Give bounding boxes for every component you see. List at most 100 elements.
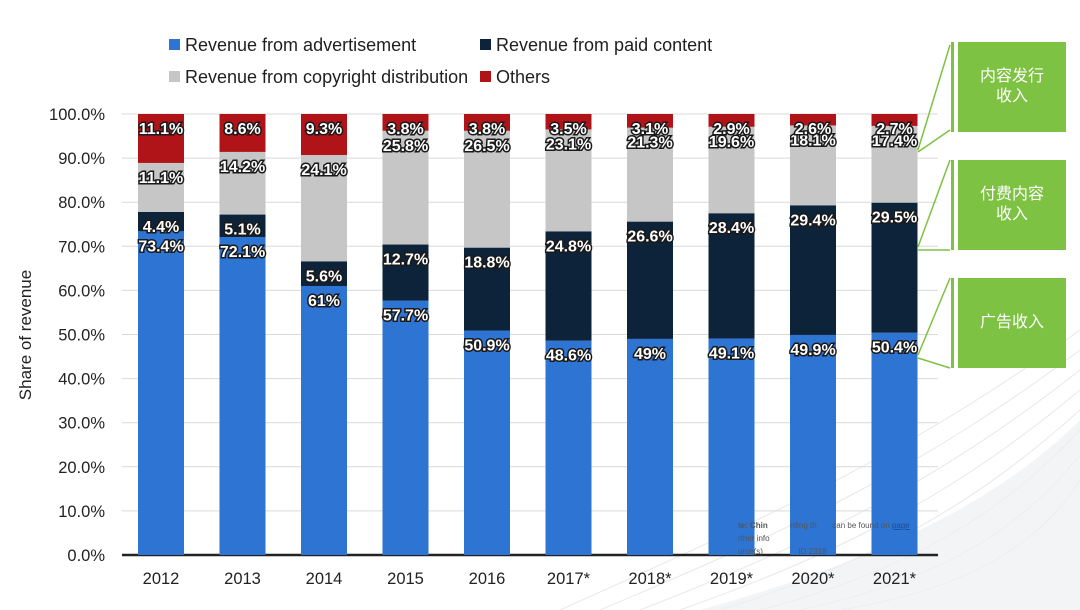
data-label-paid-content: 26.6% [627, 229, 672, 246]
data-label-advertisement: 49.1% [709, 345, 754, 362]
data-label-copyright: 17.4% [872, 133, 917, 150]
data-label-paid-content: 24.8% [546, 238, 591, 255]
y-tick-label: 0.0% [67, 547, 105, 565]
bar-segment-others [382, 114, 429, 131]
y-axis-label: Share of revenue [16, 270, 35, 400]
bar-segment-paid-content [138, 211, 184, 232]
data-label-others: 3.1% [632, 121, 668, 138]
bar-segment-advertisement [790, 334, 836, 555]
legend-label: Others [496, 67, 551, 87]
legend-item-others: Others [480, 67, 550, 88]
y-tick-label: 40.0% [58, 371, 105, 389]
annotation-text: 内容发行收入 [979, 68, 1044, 105]
annotation-connector [917, 44, 951, 151]
bar-segment-paid-content [219, 214, 266, 238]
data-label-others: 2.7% [876, 121, 912, 138]
bar-segment-others [545, 114, 592, 130]
data-labels: 73.4% 4.4% 11.1% 11.1% 72.1% 5.1% 14.2% 8.6% 61%… [137, 120, 919, 367]
data-label-paid-content: 12.7% [383, 252, 428, 269]
legend-label: Revenue from copyright distribution [185, 67, 469, 87]
bar-segment-copyright [219, 151, 266, 215]
annotation-connector [917, 357, 951, 369]
bar-segment-copyright [382, 130, 429, 245]
x-tick-label: 2021* [873, 570, 917, 588]
bar-segment-paid-content [708, 213, 755, 339]
bar-segment-advertisement [545, 340, 592, 555]
data-label-paid-content: 29.4% [790, 212, 835, 229]
data-label-copyright: 24.1% [301, 162, 346, 179]
y-tick-label: 50.0% [58, 327, 105, 345]
bar-segment-advertisement [382, 300, 429, 555]
bars [138, 114, 918, 555]
bar-segment-paid-content [871, 202, 918, 333]
data-label-others: 8.6% [224, 121, 260, 138]
x-tick-label: 2019* [710, 570, 754, 588]
y-tick-label: 100.0% [49, 106, 105, 124]
source-link[interactable]: page [891, 521, 910, 530]
legend-label: Revenue from paid content [496, 35, 713, 55]
data-label-advertisement: 72.1% [220, 244, 265, 261]
legend-swatch-paid-content [480, 39, 491, 50]
bar-segment-paid-content [382, 244, 429, 301]
bar-segment-others [464, 114, 510, 131]
bar-segment-advertisement [138, 231, 184, 555]
annotation-text: 付费内容收入 [979, 186, 1044, 223]
bar-segment-advertisement [301, 285, 347, 555]
bar-segment-others [219, 114, 266, 152]
y-tick-label: 80.0% [58, 194, 105, 212]
data-label-paid-content: 18.8% [464, 255, 509, 272]
y-tick-label: 70.0% [58, 238, 105, 256]
annotation-connector [917, 129, 951, 153]
data-label-paid-content: 4.4% [143, 219, 179, 236]
x-tick-label: 2013 [224, 570, 261, 588]
data-label-others: 11.1% [139, 121, 183, 138]
legend-swatch-copyright [169, 71, 180, 82]
bar-segment-copyright [627, 127, 673, 222]
bar-segment-others [138, 114, 184, 163]
data-label-advertisement: 57.7% [383, 308, 428, 325]
x-tick-label: 2012 [143, 570, 180, 588]
y-tick-label: 60.0% [58, 282, 105, 300]
bar-segment-copyright [464, 130, 510, 248]
annotation-box-distribution-revenue: 内容发行收入 [951, 42, 1066, 132]
bar-segment-others [627, 114, 673, 128]
y-tick-label: 20.0% [58, 459, 105, 477]
data-label-advertisement: 49.9% [790, 342, 835, 359]
legend-swatch-advertisement [169, 39, 180, 50]
bar-segment-advertisement [871, 332, 918, 555]
bar-segment-copyright [708, 126, 755, 214]
data-label-others: 9.3% [306, 121, 342, 138]
annotation-connector [917, 277, 951, 356]
data-label-advertisement: 61% [308, 293, 340, 310]
legend-item-paid-content: Revenue from paid content [480, 35, 712, 56]
x-tick-label: 2018* [628, 570, 672, 588]
data-label-others: 3.5% [550, 121, 586, 138]
data-label-others: 3.8% [469, 121, 505, 138]
bar-segment-copyright [545, 129, 592, 232]
data-label-copyright: 14.2% [220, 159, 265, 176]
bar-segment-copyright [790, 125, 836, 206]
bar-segment-paid-content [464, 247, 510, 331]
data-label-copyright: 18.1% [790, 132, 835, 149]
data-label-others: 2.6% [795, 121, 831, 138]
bar-segment-others [871, 114, 918, 126]
bar-segment-advertisement [464, 330, 510, 555]
x-tick-label: 2014 [306, 570, 343, 588]
annotation-text: 广告收入 [979, 314, 1044, 331]
y-tick-label: 10.0% [58, 503, 105, 521]
data-label-copyright: 21.3% [627, 135, 672, 152]
data-label-paid-content: 29.5% [872, 210, 917, 227]
bar-segment-others [790, 114, 836, 126]
bar-segment-copyright [301, 155, 347, 262]
data-label-others: 2.9% [713, 121, 749, 138]
y-tick-label: 90.0% [58, 150, 105, 168]
x-tick-label: 2016 [469, 570, 506, 588]
bar-segment-advertisement [627, 338, 673, 555]
bar-segment-copyright [138, 162, 184, 212]
data-label-others: 3.8% [387, 121, 423, 138]
annotation-connector [917, 159, 951, 248]
bar-segment-advertisement [219, 237, 266, 555]
legend-item-advertisement: Revenue from advertisement [169, 35, 416, 56]
data-label-copyright: 25.8% [383, 138, 428, 155]
